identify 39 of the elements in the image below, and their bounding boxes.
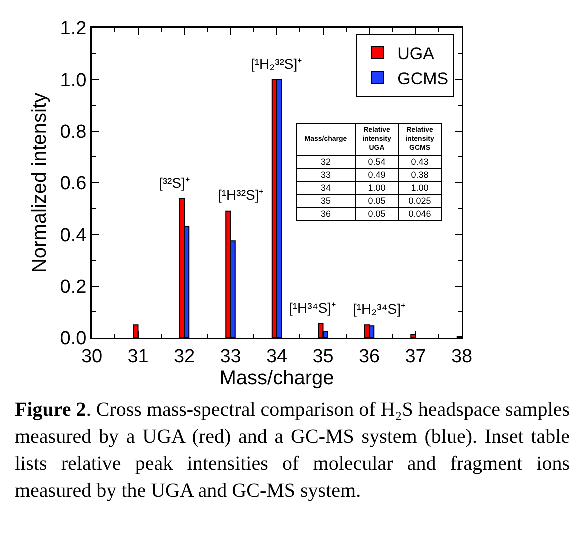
annotation: 0.49 [356, 168, 398, 182]
caption: Figure 2. Cross mass-spectral comparison of H₂S headspace samples measured by a UGA (red) and a GC-MS system (blue). Inset table lists relative peak intensities of molecular and fragment ions measured by the UGA and GC-MS system. [15, 398, 570, 504]
y-tick-label: 1.0 [60, 70, 87, 92]
annotation: 34 [296, 182, 356, 194]
y-tick-label: 0.4 [60, 225, 88, 246]
annotation: 0.05 [356, 194, 398, 208]
x-tick-label: 32 [174, 346, 196, 368]
annotation: 0.046 [398, 208, 442, 220]
annotation: 0.38 [398, 168, 442, 182]
x-tick-label: 37 [405, 346, 426, 368]
x-tick-label: 36 [358, 346, 380, 368]
y-axis-title: Normalized intensity [29, 92, 52, 274]
annotation: 33 [296, 168, 356, 182]
legend-label: GCMS [398, 69, 449, 88]
annotation: [¹H³²S]⁺ [218, 187, 264, 203]
x-tick-label: 31 [128, 346, 149, 368]
annotation: [³²S]⁺ [159, 175, 190, 191]
x-tick-label: 34 [266, 346, 288, 368]
annotation: 32 [296, 156, 356, 168]
y-tick-label: 1.2 [60, 18, 87, 40]
annotation: 0.54 [356, 156, 398, 168]
annotation: 1.00 [398, 182, 442, 194]
annotation: 0.025 [398, 194, 442, 208]
annotation: 1.00 [356, 182, 398, 194]
x-tick-label: 35 [312, 346, 334, 368]
annotation: 36 [296, 208, 356, 220]
x-tick-label: 38 [451, 346, 473, 368]
x-axis-title: Mass/charge [220, 368, 334, 390]
y-tick-label: 0.8 [60, 122, 87, 143]
annotation: 35 [296, 194, 356, 208]
annotation: 0.43 [398, 156, 442, 168]
y-tick-label: 0.2 [60, 276, 87, 298]
y-tick-label: 0.6 [60, 174, 87, 195]
annotation: [¹H₂³⁴S]⁺ [353, 301, 406, 317]
legend-label: UGA [398, 44, 436, 64]
annotation: [¹H³⁴S]⁺ [289, 300, 337, 316]
x-tick-label: 33 [220, 346, 242, 368]
annotation: [¹H₂³²S]⁺ [251, 56, 303, 72]
annotation: 0.05 [356, 208, 398, 220]
